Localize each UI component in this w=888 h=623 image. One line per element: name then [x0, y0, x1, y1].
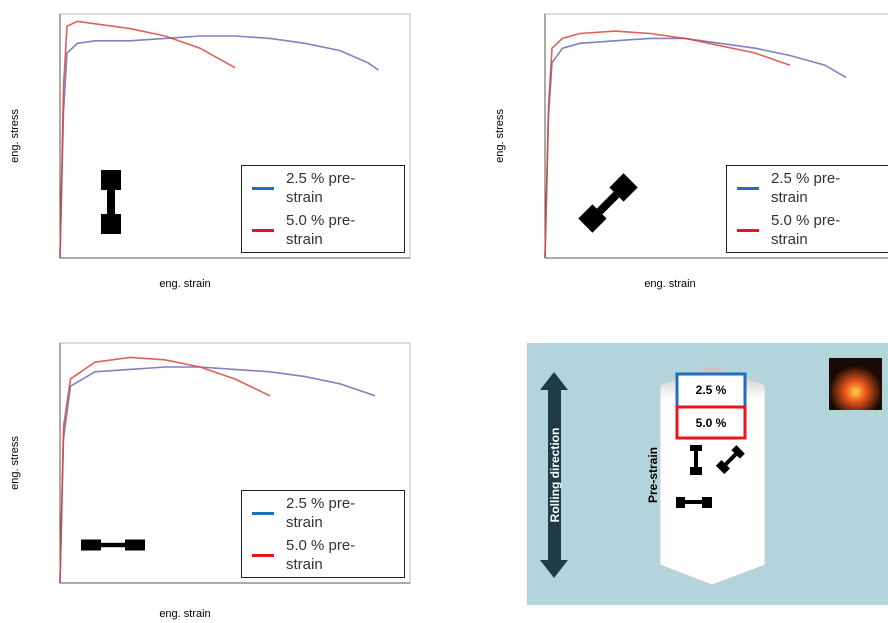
- legend-label: 5.0 % pre-strain: [286, 211, 372, 249]
- legend: 2.5 % pre-strain 5.0 % pre-strain: [241, 165, 405, 253]
- level-label: 2.5 %: [696, 383, 727, 397]
- legend-item: 5.0 % pre-strain: [252, 536, 372, 574]
- legend-label: 5.0 % pre-strain: [286, 536, 372, 574]
- pre-strain-label: Pre-strain: [646, 447, 660, 503]
- page: {"chart_data": [ {"type": "line", "x_lab…: [0, 0, 888, 623]
- legend-label: 2.5 % pre-strain: [286, 169, 372, 207]
- fire-image: [829, 358, 882, 410]
- legend-label: 2.5 % pre-strain: [286, 494, 372, 532]
- legend-item: 2.5 % pre-strain: [737, 169, 857, 207]
- legend: 2.5 % pre-strain 5.0 % pre-strain: [726, 165, 888, 253]
- rolling-direction-label: Rolling direction: [548, 428, 562, 523]
- icon-part: [101, 170, 121, 190]
- legend-item: 2.5 % pre-strain: [252, 169, 372, 207]
- legend-swatch: [252, 187, 274, 190]
- figure: Rolling direction 2.5 % 5.0 % Pre-strain…: [0, 0, 888, 623]
- legend-item: 5.0 % pre-strain: [252, 211, 372, 249]
- level-label: 5.0 %: [696, 416, 727, 430]
- x-axis-label: eng. strain: [644, 278, 695, 290]
- y-axis-label: eng. stress: [9, 436, 21, 490]
- legend-swatch: [252, 554, 274, 557]
- icon-part: [107, 190, 115, 214]
- y-axis-label: eng. stress: [9, 109, 21, 163]
- legend-swatch: [252, 512, 274, 515]
- legend-item: 2.5 % pre-strain: [252, 494, 372, 532]
- icon-part: [101, 543, 125, 547]
- legend-item: 5.0 % pre-strain: [737, 211, 857, 249]
- diagram: Rolling direction 2.5 % 5.0 % Pre-strain: [527, 343, 888, 605]
- icon-part: [101, 214, 121, 234]
- x-axis-label: eng. strain: [159, 278, 210, 290]
- legend-label: 2.5 % pre-strain: [771, 169, 857, 207]
- icon-part: [81, 540, 101, 551]
- icon-part: [125, 540, 145, 551]
- y-axis-label: eng. stress: [494, 109, 506, 163]
- x-axis-label: eng. strain: [159, 608, 210, 620]
- legend-swatch: [737, 229, 759, 232]
- legend-swatch: [252, 229, 274, 232]
- legend: 2.5 % pre-strain 5.0 % pre-strain: [241, 490, 405, 578]
- legend-label: 5.0 % pre-strain: [771, 211, 857, 249]
- legend-swatch: [737, 187, 759, 190]
